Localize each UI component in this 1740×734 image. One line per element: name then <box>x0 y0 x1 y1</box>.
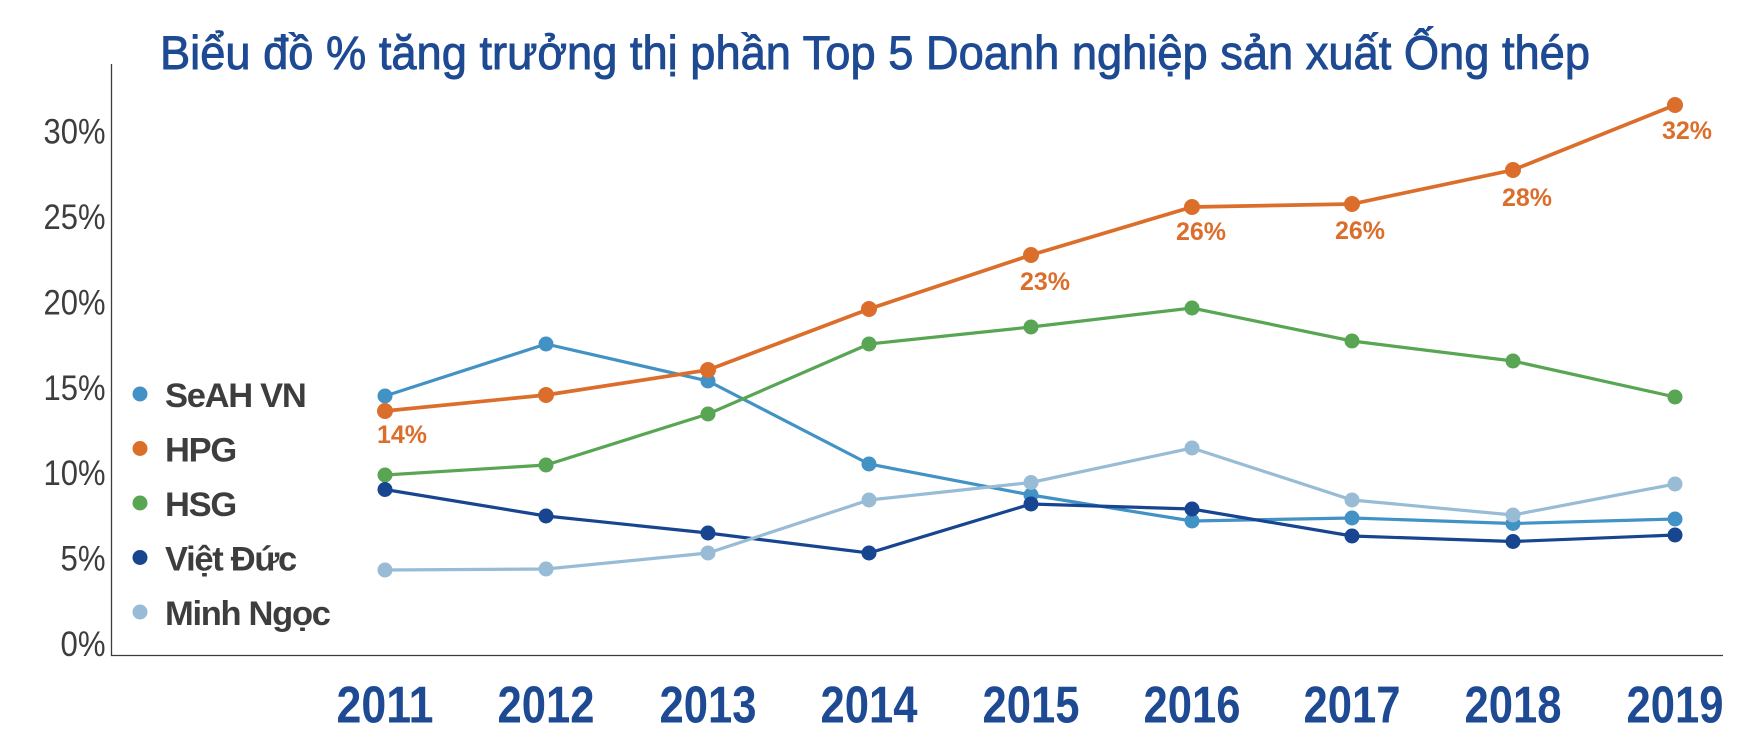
svg-text:30%: 30% <box>44 112 106 151</box>
svg-text:2011: 2011 <box>337 676 434 734</box>
svg-text:23%: 23% <box>1020 268 1070 296</box>
svg-text:15%: 15% <box>44 369 106 408</box>
svg-text:5%: 5% <box>61 540 106 579</box>
svg-text:28%: 28% <box>1502 184 1552 212</box>
svg-text:2012: 2012 <box>498 676 595 734</box>
svg-text:Biểu đồ % tăng trưởng thị phần: Biểu đồ % tăng trưởng thị phần Top 5 Doa… <box>160 26 1590 79</box>
svg-text:26%: 26% <box>1335 217 1385 245</box>
svg-text:10%: 10% <box>44 454 106 493</box>
svg-text:Việt Đức: Việt Đức <box>165 541 297 579</box>
svg-text:HPG: HPG <box>165 432 236 470</box>
svg-text:SeAH VN: SeAH VN <box>165 377 305 415</box>
svg-text:2013: 2013 <box>660 676 757 734</box>
svg-text:32%: 32% <box>1662 117 1712 145</box>
svg-text:2018: 2018 <box>1465 676 1562 734</box>
svg-text:20%: 20% <box>44 283 106 322</box>
svg-text:2015: 2015 <box>983 676 1080 734</box>
svg-text:25%: 25% <box>44 198 106 237</box>
svg-text:HSG: HSG <box>165 486 236 524</box>
svg-text:2017: 2017 <box>1304 676 1401 734</box>
svg-text:0%: 0% <box>61 625 106 664</box>
svg-text:Minh Ngọc: Minh Ngọc <box>165 595 331 633</box>
svg-text:2014: 2014 <box>821 676 918 734</box>
svg-text:2019: 2019 <box>1627 676 1724 734</box>
svg-text:14%: 14% <box>377 421 427 449</box>
svg-text:2016: 2016 <box>1144 676 1241 734</box>
svg-text:26%: 26% <box>1176 218 1226 246</box>
